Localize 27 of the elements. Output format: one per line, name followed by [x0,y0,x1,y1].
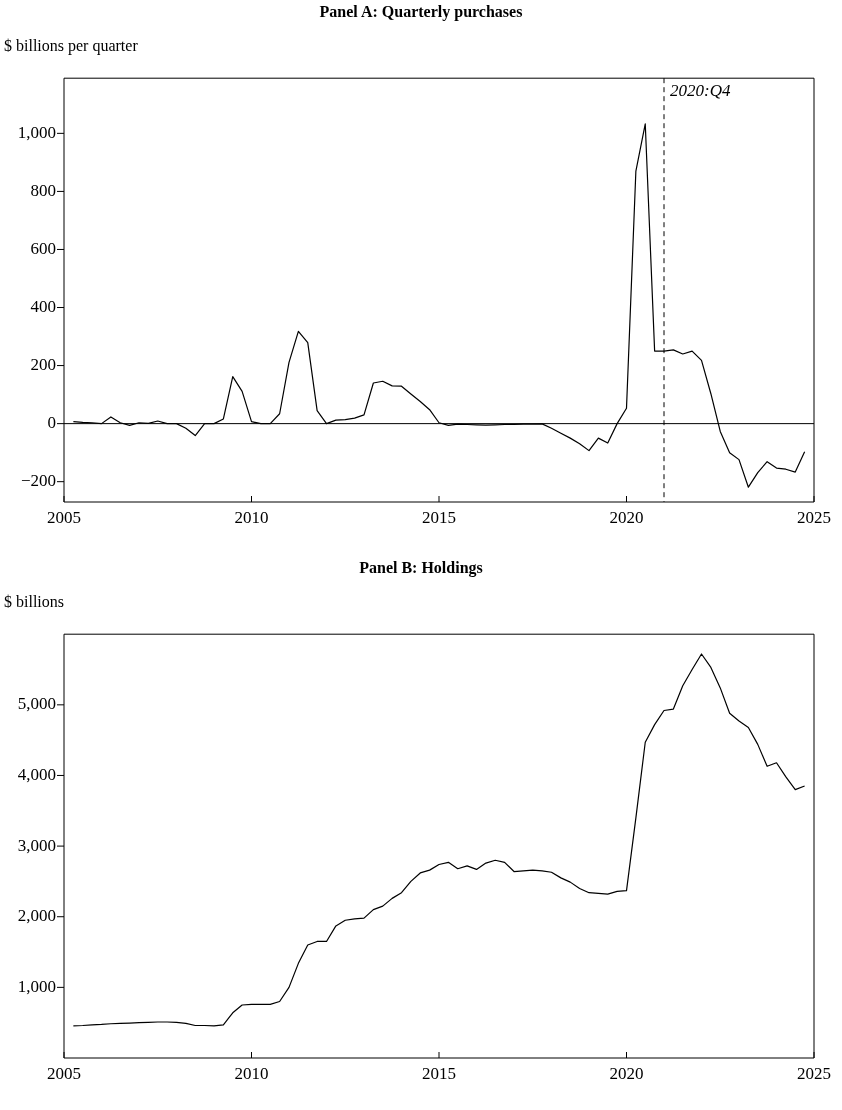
y-tick-label: 2,000 [17,906,56,926]
y-tick-label: 3,000 [17,835,56,855]
x-tick-label: 2005 [47,507,81,527]
x-tick-label: 2025 [797,1063,831,1083]
x-tick-label: 2020 [609,507,644,527]
x-tick-label: 2020 [609,1063,644,1083]
y-tick-label: 200 [30,355,56,375]
y-axis-title: $ billions per quarter [4,36,138,56]
x-tick-label: 2010 [234,507,269,527]
y-tick-label: 1,000 [17,122,56,142]
ref-line-label: 2020:Q4 [670,81,731,101]
x-tick-label: 2010 [234,1063,269,1083]
chart-title: Panel B: Holdings [358,558,484,578]
y-tick-label: 800 [30,180,56,200]
x-tick-label: 2015 [422,507,456,527]
x-tick-label: 2015 [422,1063,456,1083]
y-tick-label: 400 [30,296,56,316]
y-tick-label: −200 [20,471,56,491]
y-tick-label: 5,000 [17,694,56,714]
y-tick-label: 1,000 [17,976,56,996]
y-tick-label: 600 [30,238,56,258]
x-tick-label: 2005 [47,1063,81,1083]
y-tick-label: 0 [47,413,56,433]
y-axis-title: $ billions [4,592,65,612]
x-tick-label: 2025 [797,507,831,527]
chart-title: Panel A: Quarterly purchases [318,2,524,22]
y-tick-label: 4,000 [17,764,56,784]
